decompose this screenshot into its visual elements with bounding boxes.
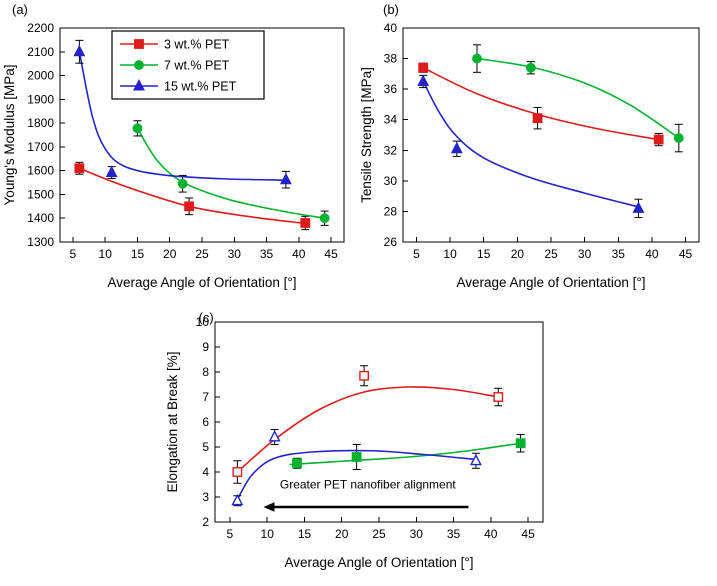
y-tick-label: 1900	[27, 92, 54, 106]
x-tick-label: 40	[484, 527, 498, 541]
x-tick-label: 25	[372, 527, 386, 541]
y-tick-label: 3	[202, 490, 209, 504]
x-tick-label: 5	[70, 247, 77, 261]
y-tick-label: 1700	[27, 140, 54, 154]
x-tick-label: 5	[226, 527, 233, 541]
x-axis-label: Average Angle of Orientation [°]	[107, 275, 296, 290]
x-tick-label: 5	[413, 247, 420, 261]
y-axis-label: Elongation at Break [%]	[165, 351, 180, 492]
x-tick-label: 45	[521, 527, 535, 541]
x-tick-label: 40	[645, 247, 659, 261]
x-tick-label: 45	[324, 247, 338, 261]
series-15-wt-pet	[417, 74, 645, 219]
axes	[213, 321, 544, 523]
y-tick-label: 30	[384, 174, 398, 188]
legend: 3 wt.% PET 7 wt.% PET 15 wt.% PET	[111, 30, 265, 100]
x-tick-label: 10	[260, 527, 274, 541]
y-tick-label: 5	[202, 440, 209, 454]
y-tick-label: 8	[202, 365, 209, 379]
x-tick-label: 35	[446, 527, 460, 541]
series-3-wt-pet	[74, 161, 311, 231]
panel-a: (a) 5 10 15 20 25 30 35 40 45 1300 1400 1500 1600 170…	[0, 0, 357, 296]
y-tick-label: 4	[202, 465, 209, 479]
series-3-wt-pet	[418, 62, 664, 147]
x-tick-label: 20	[163, 247, 177, 261]
legend-entry-label: 7 wt.% PET	[164, 59, 230, 73]
y-tick-label: 28	[384, 204, 398, 218]
series-7-wt-pet	[472, 44, 684, 153]
series-15-wt-pet	[230, 429, 482, 507]
chart-tensile-strength: 5 10 15 20 25 30 35 40 45 26 28 30 32 34 36 38 40 Average…	[357, 4, 713, 296]
y-tick-label: 40	[384, 21, 398, 35]
x-axis-label: Average Angle of Orientation [°]	[456, 275, 645, 290]
y-tick-label: 2100	[27, 45, 54, 59]
y-tick-label: 10	[195, 315, 209, 329]
y-tick-label: 2200	[27, 21, 54, 35]
y-tick-label: 32	[384, 143, 398, 157]
x-tick-label: 40	[292, 247, 306, 261]
y-tick-label: 2000	[27, 69, 54, 83]
x-tick-label: 15	[131, 247, 145, 261]
x-tick-label: 30	[228, 247, 242, 261]
series-15-wt-pet	[73, 39, 292, 189]
y-tick-label: 7	[202, 390, 209, 404]
chart-elongation-at-break: 5 10 15 20 25 30 35 40 45 2 3 4 5 6 7 8 9 10 Average Angle…	[163, 308, 555, 576]
x-tick-label: 30	[409, 527, 423, 541]
top-row: (a) 5 10 15 20 25 30 35 40 45 1300 1400 1500 1600 170…	[0, 0, 713, 296]
y-axis-label: Young's Modulus [MPa]	[2, 65, 17, 206]
axes	[59, 27, 345, 243]
x-tick-label: 15	[297, 527, 311, 541]
x-tick-label: 45	[679, 247, 693, 261]
panel-c-label: (c)	[198, 310, 214, 325]
y-tick-label: 9	[202, 340, 209, 354]
y-axis-label: Tensile Strength [MPa]	[359, 67, 374, 203]
series-7-wt-pet	[288, 434, 526, 470]
axes	[402, 27, 700, 243]
y-tick-label: 1400	[27, 211, 54, 225]
annotation-text: Greater PET nanofiber alignment	[279, 477, 456, 491]
x-tick-label: 35	[260, 247, 274, 261]
panel-b: (b) 5 10 15 20 25 30 35 40 45 26 28 30 32 34 36 38 40 Ave…	[357, 0, 713, 296]
legend-entry-label: 15 wt.% PET	[164, 80, 237, 94]
y-tick-label: 26	[384, 235, 398, 249]
y-tick-label: 6	[202, 415, 209, 429]
y-tick-label: 34	[384, 113, 398, 127]
series-7-wt-pet	[132, 120, 330, 226]
x-tick-label: 20	[335, 527, 349, 541]
x-tick-label: 35	[612, 247, 626, 261]
chart-youngs-modulus: 5 10 15 20 25 30 35 40 45 1300 1400 1500 1600 1700 180…	[0, 4, 357, 296]
annotation-arrow	[262, 502, 468, 512]
y-tick-label: 1800	[27, 116, 54, 130]
series-3-wt-pet	[231, 365, 503, 484]
y-tick-label: 1600	[27, 164, 54, 178]
y-tick-label: 38	[384, 52, 398, 66]
x-tick-label: 15	[477, 247, 491, 261]
y-tick-label: 36	[384, 82, 398, 96]
y-tick-label: 2	[202, 515, 209, 529]
x-axis-label: Average Angle of Orientation [°]	[284, 555, 473, 570]
x-tick-label: 25	[195, 247, 209, 261]
panel-c: (c) 5 10 15 20 25 30 35 40 45 2 3 4 5 6 7 8 9 10 Average A…	[163, 308, 555, 576]
x-tick-label: 25	[544, 247, 558, 261]
panel-a-label: (a)	[12, 2, 28, 17]
x-tick-label: 10	[443, 247, 457, 261]
panel-b-label: (b)	[383, 2, 399, 17]
y-tick-label: 1300	[27, 235, 54, 249]
legend-entry-label: 3 wt.% PET	[164, 38, 230, 52]
y-tick-label: 1500	[27, 187, 54, 201]
x-tick-label: 30	[578, 247, 592, 261]
x-tick-label: 10	[99, 247, 113, 261]
x-tick-label: 20	[511, 247, 525, 261]
